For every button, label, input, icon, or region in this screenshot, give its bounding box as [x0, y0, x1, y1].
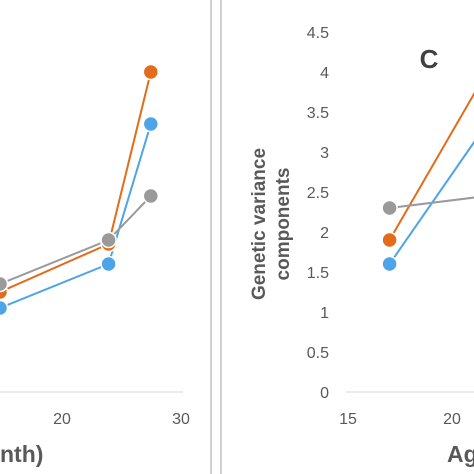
- right-y-tick-1: 0.5: [307, 345, 329, 362]
- right-y-tick-5: 2.5: [307, 185, 329, 202]
- right-series-1-line: [388, 91, 474, 241]
- left-series-2-point-2: [100, 255, 117, 273]
- right-series-2-point-1: [381, 255, 398, 273]
- right-x-tick-20: 20: [443, 411, 461, 428]
- right-x-axis-title: Age: [447, 441, 474, 467]
- panel-label: C: [420, 44, 439, 74]
- right-y-tick-7: 3.5: [307, 105, 329, 122]
- left-series-2-point-3: [142, 115, 160, 133]
- right-series-3-point-1: [381, 199, 398, 217]
- left-chart-panel: 20 30 nth): [0, 0, 212, 474]
- right-series-2-line: [388, 140, 474, 265]
- right-y-tick-8: 4: [320, 65, 329, 82]
- right-series-group: [381, 91, 474, 273]
- left-series-3-line: [0, 195, 152, 285]
- right-y-tick-2: 1: [320, 305, 329, 322]
- right-y-tick-0: 0: [320, 385, 329, 402]
- left-series-1-line: [0, 71, 152, 293]
- right-y-tick-3: 1.5: [307, 265, 329, 282]
- left-x-tick-30: 30: [172, 411, 190, 428]
- right-y-tick-6: 3: [320, 145, 329, 162]
- right-y-axis-title-line-1: Genetic variance: [249, 148, 270, 300]
- left-series-3-point-1: [0, 275, 9, 293]
- left-series-3-point-3: [142, 187, 160, 205]
- right-x-tick-15: 15: [339, 411, 357, 428]
- right-y-axis-title-line-2: components: [273, 168, 294, 281]
- right-y-axis-title: Genetic variance components: [249, 148, 294, 300]
- left-series-group: [0, 63, 160, 317]
- left-series-1-point-3: [142, 63, 160, 81]
- left-series-2-point-1: [0, 299, 9, 317]
- left-series-2-line: [0, 123, 152, 309]
- right-series-3-line: [389, 196, 474, 209]
- right-y-tick-9: 4.5: [307, 25, 329, 42]
- left-panel-border: [210, 0, 212, 474]
- right-series-1-point-1: [381, 231, 398, 249]
- right-y-tick-4: 2: [320, 225, 329, 242]
- left-x-tick-20: 20: [53, 411, 71, 428]
- left-x-axis-title: nth): [0, 441, 43, 467]
- right-y-tick-labels: 0 0.5 1 1.5 2 2.5 3 3.5 4 4.5: [307, 25, 329, 402]
- left-series-3-point-2: [100, 231, 117, 249]
- right-chart-panel: 0 0.5 1 1.5 2 2.5 3 3.5 4 4.5 C 15 20 Age Genetic…: [220, 0, 474, 474]
- right-panel-border: [220, 0, 222, 474]
